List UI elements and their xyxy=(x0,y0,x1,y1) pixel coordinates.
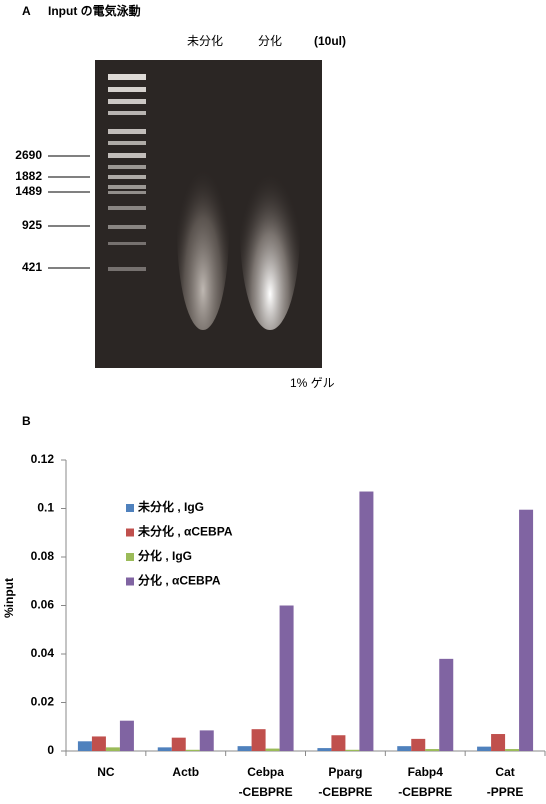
bar xyxy=(439,658,454,751)
bar xyxy=(157,747,172,751)
legend-label: 未分化 , αCEBPA xyxy=(137,524,233,539)
legend-swatch xyxy=(126,553,134,561)
marker-label: 2690 xyxy=(15,148,42,162)
legend-swatch xyxy=(126,577,134,586)
legend-swatch xyxy=(126,504,134,512)
x-tick-label: Cebpa -CEBPRE xyxy=(239,765,293,799)
bar xyxy=(237,746,252,751)
bar xyxy=(119,720,134,751)
lane-label: 分化 xyxy=(258,34,282,48)
bar xyxy=(397,746,412,751)
marker-label: 1882 xyxy=(15,169,42,183)
bar xyxy=(331,735,346,751)
bar xyxy=(199,730,214,751)
bar xyxy=(519,509,534,751)
bar xyxy=(425,749,440,751)
bar xyxy=(359,491,374,751)
panel-label: A xyxy=(22,4,31,18)
y-tick-label: 0.04 xyxy=(31,646,55,660)
legend-label: 分化 , αCEBPA xyxy=(138,573,221,588)
x-tick-label: Fabp4 -CEBPRE xyxy=(398,765,452,799)
y-tick-label: 0.08 xyxy=(31,549,55,563)
volume-label: (10ul) xyxy=(314,34,346,48)
legend-label: 未分化 , IgG xyxy=(137,499,204,514)
x-tick-label: Cat -PPRE xyxy=(487,765,524,799)
bar xyxy=(477,746,492,751)
panel-label: B xyxy=(22,414,31,428)
y-axis-label: %input xyxy=(2,578,16,618)
lane-label: 未分化 xyxy=(187,34,223,48)
gel-title: Input の電気泳動 xyxy=(48,3,141,18)
marker-label: 1489 xyxy=(15,184,42,198)
y-tick-label: 0.12 xyxy=(31,452,55,466)
gel-image xyxy=(95,60,322,368)
bar xyxy=(105,747,120,751)
bar xyxy=(345,749,360,751)
bar xyxy=(317,748,332,751)
bar xyxy=(77,741,92,751)
bar xyxy=(411,738,426,751)
bar xyxy=(251,729,266,751)
legend-label: 分化 , IgG xyxy=(138,548,192,563)
bar xyxy=(91,736,106,751)
bar xyxy=(171,737,186,751)
bar xyxy=(505,749,520,751)
marker-label: 421 xyxy=(22,260,42,274)
y-tick-label: 0.02 xyxy=(31,695,55,709)
marker-lines xyxy=(48,155,90,269)
y-tick-label: 0 xyxy=(47,743,54,757)
x-tick-label: Pparg -CEBPRE xyxy=(318,765,372,799)
x-tick-label: Actb xyxy=(172,765,199,779)
marker-label: 925 xyxy=(22,218,42,232)
x-tick-label: NC xyxy=(97,765,115,779)
bar xyxy=(279,605,294,751)
legend-swatch xyxy=(126,528,134,537)
y-tick-label: 0.06 xyxy=(31,598,55,612)
y-tick-label: 0.1 xyxy=(37,501,54,515)
gel-note: 1% ゲル xyxy=(290,376,335,390)
bar xyxy=(491,734,506,751)
bar xyxy=(265,748,280,751)
bar xyxy=(185,749,200,751)
